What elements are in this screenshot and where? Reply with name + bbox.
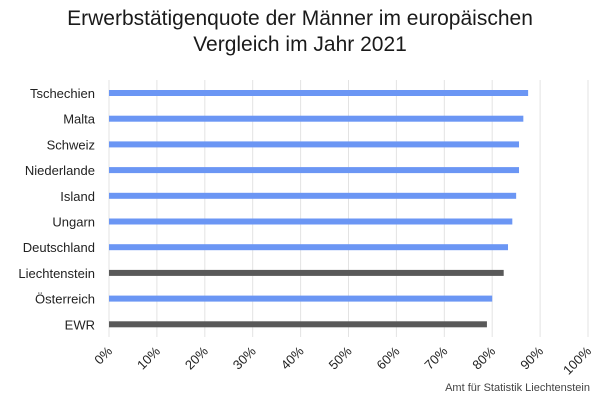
x-tick-label: 0% [91,343,115,367]
bar-schweiz [109,141,520,148]
x-tick-label: 90% [517,343,546,372]
x-tick-label: 20% [182,343,211,372]
chart-title-line-2: Vergleich im Jahr 2021 [193,33,407,56]
category-label-schweiz: Schweiz [47,137,95,152]
category-label-liechtenstein: Liechtenstein [18,266,95,281]
category-label-niederlande: Niederlande [25,163,95,178]
x-tick-label: 50% [326,343,355,372]
x-tick-label: 40% [278,343,307,372]
category-label-osterreich: Österreich [35,292,95,307]
x-tick-label: 80% [469,343,498,372]
category-label-deutschland: Deutschland [23,240,95,255]
category-label-ewr: EWR [65,317,95,332]
category-label-ungarn: Ungarn [52,215,95,230]
bar-niederlande [109,167,520,174]
category-label-malta: Malta [63,112,96,127]
x-tick-label: 100% [560,343,594,377]
x-tick-labels: 0% 10% 20% 30% 40% 50% 60% 70% 80% 90% 100% [91,343,594,377]
bar-deutschland [109,244,509,251]
bar-ewr [109,321,487,328]
x-tick-label: 10% [134,343,163,372]
bar-tschechien [109,90,529,96]
bar-osterreich [109,295,493,302]
bar-malta [109,115,524,122]
category-label-tschechien: Tschechien [30,86,95,101]
x-tick-label: 30% [230,343,259,372]
chart-title-line-1: Erwerbstätigenquote der Männer im europä… [67,7,533,30]
gridlines [108,80,589,337]
x-tick-label: 60% [374,343,403,372]
x-tick-label: 70% [421,343,450,372]
bar-island [109,192,517,199]
source-note: Amt für Statistik Liechtenstein [445,382,590,394]
bars [109,90,529,328]
chart-title: Erwerbstätigenquote der Männer im europä… [0,6,600,58]
category-label-island: Island [60,189,95,204]
bar-ungarn [109,218,513,225]
category-labels: Tschechien Malta Schweiz Niederlande Island U… [18,86,95,332]
bar-liechtenstein [109,269,504,276]
